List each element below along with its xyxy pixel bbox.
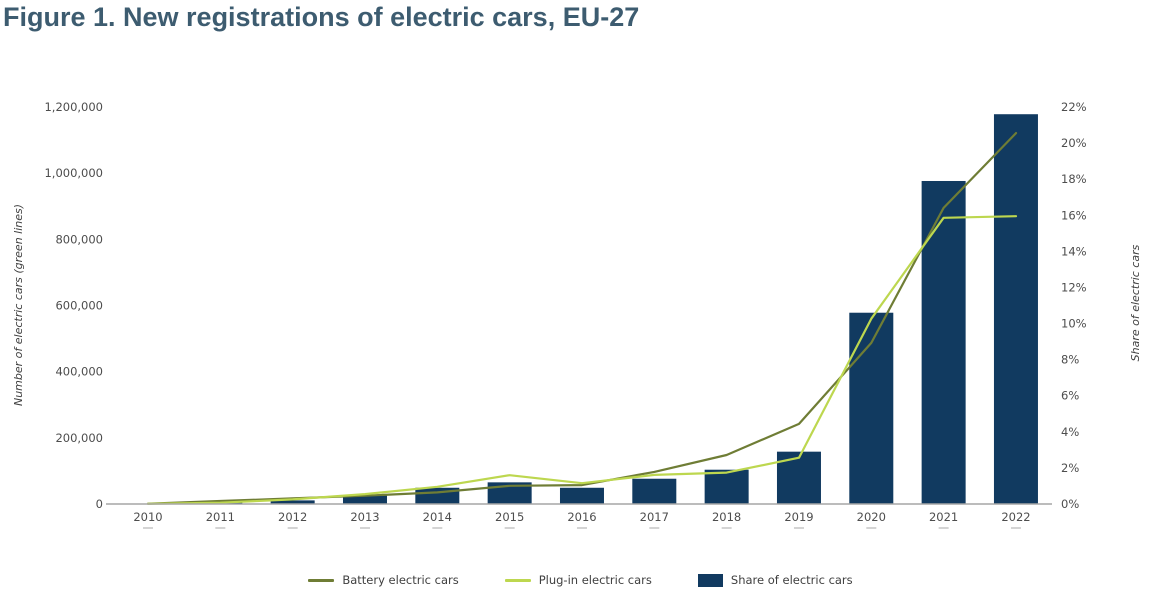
left-tick-1000000: 1,000,000: [44, 166, 103, 180]
x-tick-2012: 2012: [278, 510, 307, 524]
x-axis-tick-labels: 2010 2011 2012 2013 2014 2015 2016 2017 2018 2019…: [133, 510, 1031, 529]
left-tick-600000: 600,000: [55, 299, 103, 313]
chart-legend: Battery electric cars Plug-in electric c…: [0, 573, 1161, 587]
bar-2021: [921, 180, 966, 504]
bar-2022: [993, 114, 1038, 504]
bar-series-group: [198, 114, 1038, 504]
right-tick-8: 8%: [1061, 353, 1079, 367]
legend-item-plugin: Plug-in electric cars: [504, 573, 652, 587]
x-tick-2021: 2021: [929, 510, 958, 524]
legend-label-plugin: Plug-in electric cars: [538, 573, 652, 587]
left-tick-800000: 800,000: [55, 232, 103, 246]
legend-label-battery: Battery electric cars: [342, 573, 459, 587]
line-series-group: [146, 132, 1018, 505]
left-tick-200000: 200,000: [55, 431, 103, 445]
x-tick-2013: 2013: [350, 510, 379, 524]
right-tick-0: 0%: [1061, 497, 1079, 511]
right-tick-10: 10%: [1061, 317, 1087, 331]
legend-item-battery: Battery electric cars: [308, 573, 459, 587]
legend-label-share: Share of electric cars: [730, 573, 853, 587]
share-bar-swatch-icon: [697, 573, 723, 587]
bar-2019: [776, 451, 821, 504]
bar-2016: [559, 487, 604, 504]
bar-2013: [342, 494, 387, 504]
right-tick-4: 4%: [1061, 425, 1079, 439]
x-tick-2014: 2014: [423, 510, 452, 524]
left-axis-title: Number of electric cars (green lines): [12, 204, 25, 406]
left-tick-0: 0: [96, 497, 103, 511]
x-tick-2019: 2019: [784, 510, 813, 524]
right-tick-12: 12%: [1061, 280, 1087, 294]
right-tick-2: 2%: [1061, 461, 1079, 475]
right-tick-16: 16%: [1061, 208, 1087, 222]
left-tick-400000: 400,000: [55, 365, 103, 379]
figure-title: Figure 1. New registrations of electric …: [3, 2, 640, 32]
x-tick-2015: 2015: [495, 510, 524, 524]
right-axis-tick-labels: 0% 2% 4% 6% 8% 10% 12% 14% 16% 18% 20% 22%: [1061, 100, 1087, 511]
x-tick-2017: 2017: [640, 510, 669, 524]
x-tick-2011: 2011: [206, 510, 235, 524]
bar-2012: [270, 500, 315, 504]
right-tick-18: 18%: [1061, 172, 1087, 186]
left-axis-tick-labels: 0 200,000 400,000 600,000 800,000 1,000,000 1,…: [44, 100, 103, 511]
x-tick-2016: 2016: [567, 510, 596, 524]
line-plugin-electric-cars: [146, 215, 1018, 505]
plugin-line-swatch-icon: [504, 578, 531, 582]
x-tick-2010: 2010: [133, 510, 162, 524]
x-tick-2020: 2020: [857, 510, 886, 524]
bar-2018: [704, 469, 749, 504]
legend-item-share: Share of electric cars: [697, 573, 853, 587]
x-tick-2022: 2022: [1001, 510, 1030, 524]
right-axis-title: Share of electric cars: [1129, 244, 1142, 361]
x-tick-2018: 2018: [712, 510, 741, 524]
right-tick-6: 6%: [1061, 389, 1079, 403]
right-tick-22: 22%: [1061, 100, 1087, 114]
left-tick-1200000: 1,200,000: [44, 100, 103, 114]
bar-2017: [632, 478, 677, 504]
battery-line-swatch-icon: [308, 578, 335, 582]
right-tick-20: 20%: [1061, 136, 1087, 150]
right-tick-14: 14%: [1061, 244, 1087, 258]
